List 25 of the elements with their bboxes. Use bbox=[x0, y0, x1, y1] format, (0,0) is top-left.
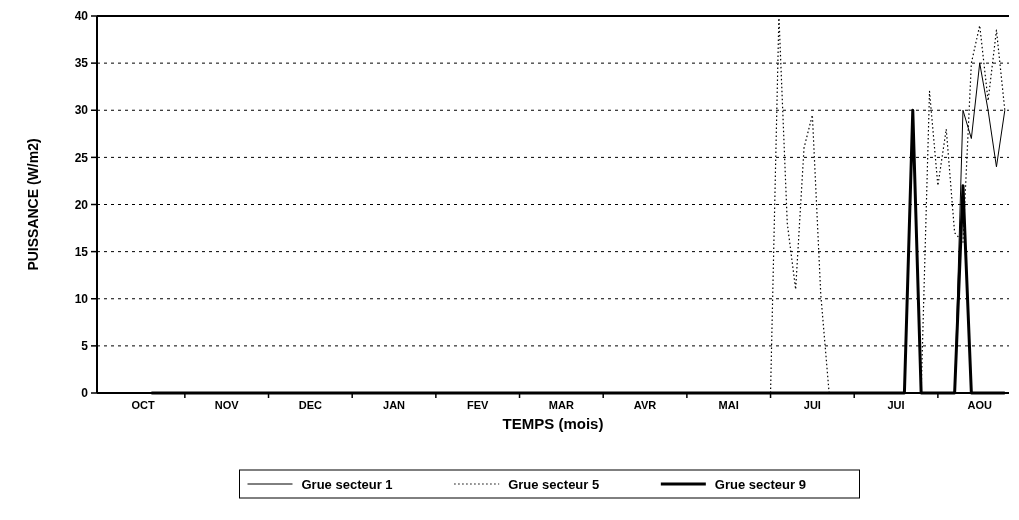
x-tick-label: AOU bbox=[967, 399, 992, 411]
x-tick-label: OCT bbox=[131, 399, 155, 411]
x-tick-label: JUI bbox=[803, 399, 821, 411]
x-tick-label: JAN bbox=[383, 399, 406, 411]
x-tick-label: FEV bbox=[466, 399, 490, 411]
x-tick-label: MAR bbox=[548, 399, 574, 411]
x-tick-label: AVR bbox=[633, 399, 657, 411]
y-tick-label: 35 bbox=[74, 56, 89, 71]
x-tick-label: NOV bbox=[214, 399, 240, 411]
y-tick-label: 10 bbox=[74, 291, 89, 306]
y-tick-label: 25 bbox=[74, 150, 89, 165]
y-tick-label: 0 bbox=[81, 386, 89, 401]
legend-label: Grue secteur 1 bbox=[301, 476, 393, 492]
y-tick-label: 15 bbox=[74, 244, 89, 259]
legend-label: Grue secteur 9 bbox=[714, 476, 806, 492]
y-axis-title: PUISSANCE (W/m2) bbox=[25, 138, 41, 271]
x-tick-label: DEC bbox=[298, 399, 323, 411]
y-tick-label: 40 bbox=[74, 9, 89, 24]
x-axis-title: TEMPS (mois) bbox=[502, 415, 604, 432]
y-tick-label: 5 bbox=[81, 339, 89, 354]
y-tick-label: 20 bbox=[74, 197, 89, 212]
x-tick-label: JUI bbox=[887, 399, 905, 411]
legend-label: Grue secteur 5 bbox=[508, 476, 600, 492]
y-tick-label: 30 bbox=[74, 103, 89, 118]
x-tick-label: MAI bbox=[718, 399, 739, 411]
